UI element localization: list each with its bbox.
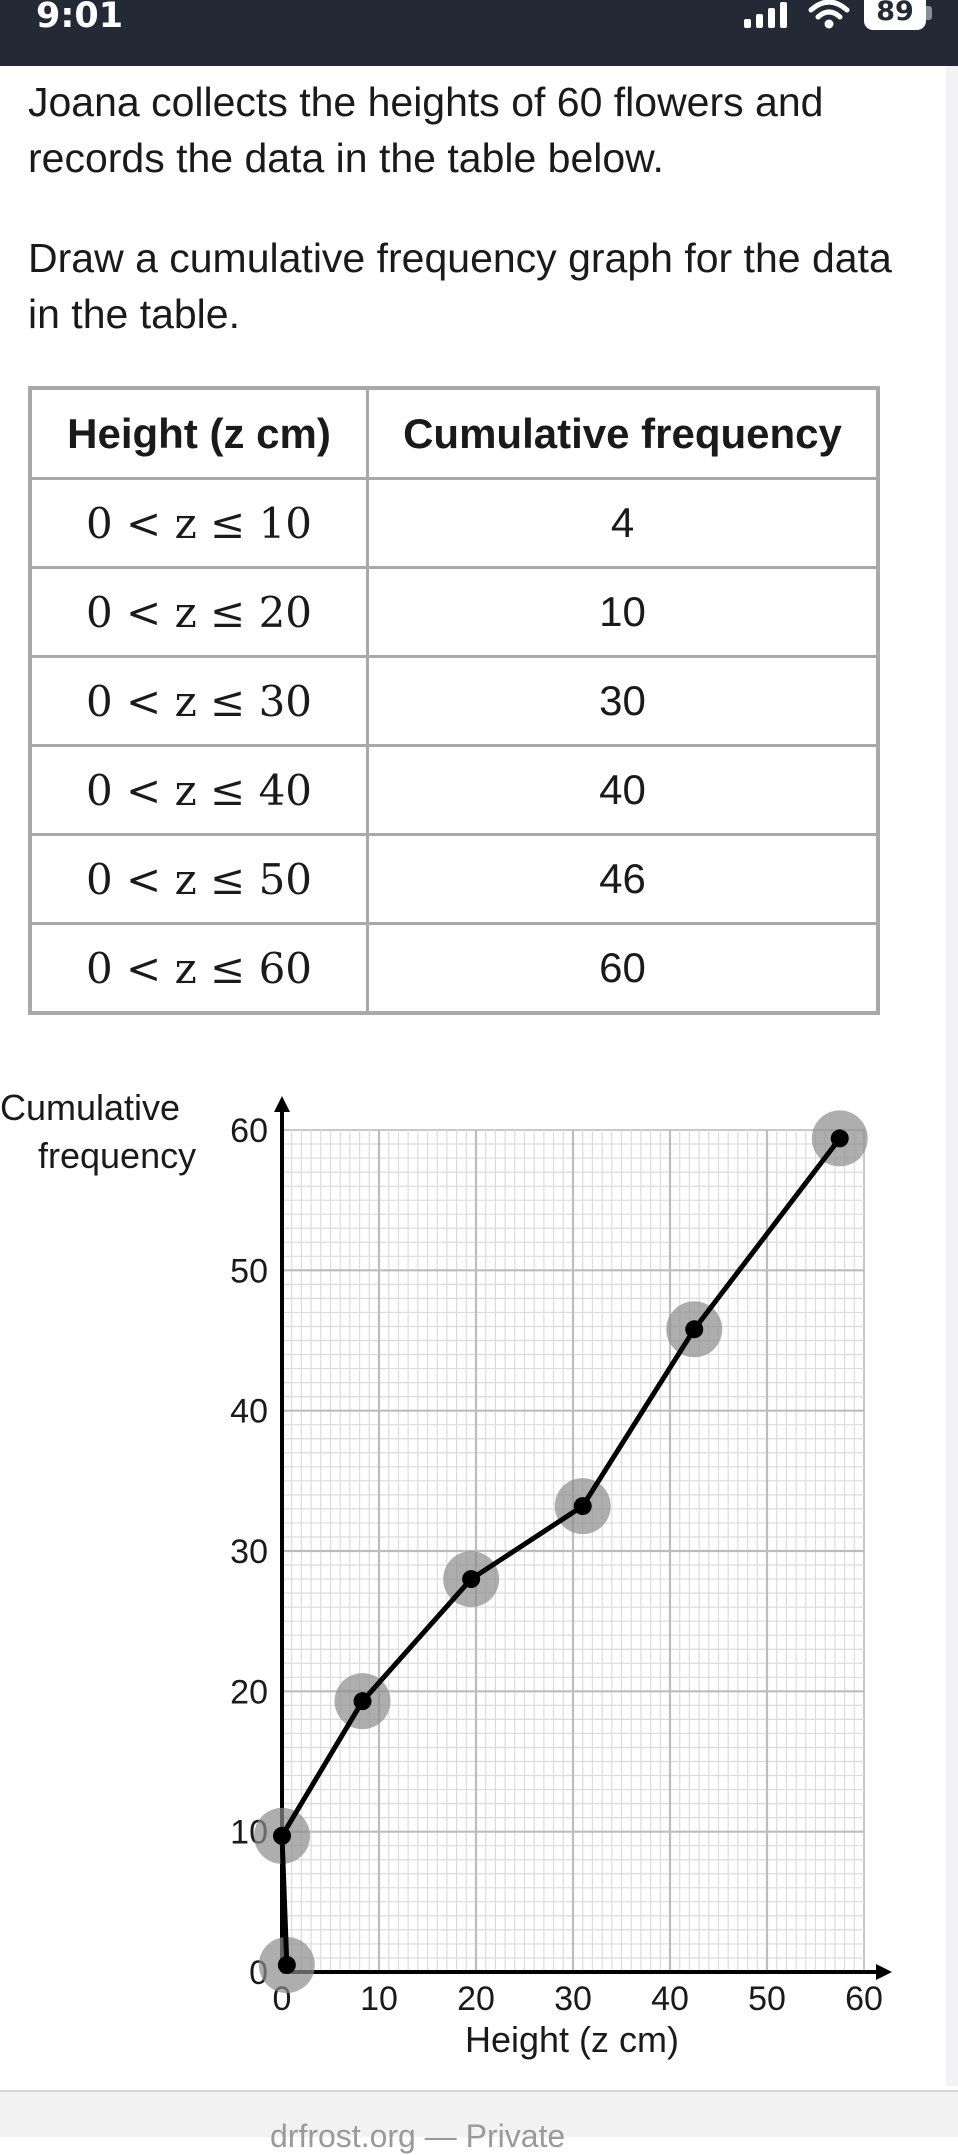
battery-icon: 89 <box>864 0 926 30</box>
y-axis-label-line-2: frequency <box>38 1135 196 1176</box>
table-row: 0 < z ≤ 20 10 <box>28 566 880 658</box>
x-tick-label: 40 <box>651 1980 689 2018</box>
question-paragraph-1: Joana collects the heights of 60 flowers… <box>28 79 824 181</box>
y-tick-label: 60 <box>230 1112 268 1150</box>
bottom-browser-bar: drfrost.org — Private <box>0 2090 958 2154</box>
table-row: 0 < z ≤ 10 4 <box>28 477 880 569</box>
data-point <box>353 1692 372 1711</box>
x-tick-label: 30 <box>554 1980 592 2018</box>
header-height: Height (z cm) <box>28 386 369 480</box>
y-tick-label: 30 <box>230 1533 268 1571</box>
frequency-cell: 30 <box>366 655 880 747</box>
x-axis-label: Height (z cm) <box>465 2019 679 2060</box>
y-tick-label: 40 <box>230 1393 268 1431</box>
interval-cell: 0 < z ≤ 30 <box>28 655 369 747</box>
header-cumulative-frequency: Cumulative frequency <box>366 386 880 480</box>
x-tick-label: 50 <box>748 1980 786 2018</box>
interval-cell: 0 < z ≤ 60 <box>28 922 369 1015</box>
battery-tip <box>926 6 932 20</box>
table-row: 0 < z ≤ 50 46 <box>28 833 880 925</box>
status-bar: 9:01 89 <box>0 0 958 66</box>
question-paragraph-2: Draw a cumulative frequency graph for th… <box>28 235 892 337</box>
y-axis-arrow <box>274 1096 290 1112</box>
frequency-cell: 10 <box>366 566 880 658</box>
x-tick-label: 10 <box>360 1980 398 2018</box>
frequency-cell: 4 <box>366 477 880 569</box>
wifi-icon <box>808 0 850 29</box>
interval-cell: 0 < z ≤ 20 <box>28 566 369 658</box>
interval-cell: 0 < z ≤ 50 <box>28 833 369 925</box>
frequency-cell: 60 <box>366 922 880 1015</box>
table-row: 0 < z ≤ 40 40 <box>28 744 880 836</box>
table-row: 0 < z ≤ 30 30 <box>28 655 880 747</box>
grid-major <box>282 1130 864 1972</box>
data-point <box>573 1497 592 1516</box>
data-point <box>685 1320 704 1339</box>
battery-level: 89 <box>876 0 914 27</box>
table-row: 0 < z ≤ 60 60 <box>28 922 880 1015</box>
data-point <box>277 1955 296 1974</box>
data-point <box>462 1570 481 1589</box>
data-point <box>273 1826 291 1845</box>
x-tick-label: 20 <box>457 1980 495 2018</box>
table-header-row: Height (z cm) Cumulative frequency <box>28 386 880 480</box>
y-tick-label: 20 <box>230 1673 268 1711</box>
frequency-cell: 40 <box>366 744 880 836</box>
status-time: 9:01 <box>36 0 124 36</box>
bottom-bar-text: drfrost.org — Private <box>270 2118 566 2154</box>
x-tick-label: 60 <box>845 1980 883 2018</box>
y-tick-label: 50 <box>230 1252 268 1290</box>
frequency-cell: 46 <box>366 833 880 925</box>
signal-icon <box>744 2 787 28</box>
scrollbar-track[interactable] <box>946 66 958 2086</box>
x-axis-arrow <box>876 1964 892 1980</box>
data-table: Height (z cm) Cumulative frequency 0 < z… <box>28 386 880 1015</box>
y-axis-label-line-1: Cumulative <box>0 1087 180 1128</box>
series <box>254 1110 868 1993</box>
data-point <box>830 1129 849 1148</box>
interval-cell: 0 < z ≤ 40 <box>28 744 369 836</box>
interval-cell: 0 < z ≤ 10 <box>28 477 369 569</box>
